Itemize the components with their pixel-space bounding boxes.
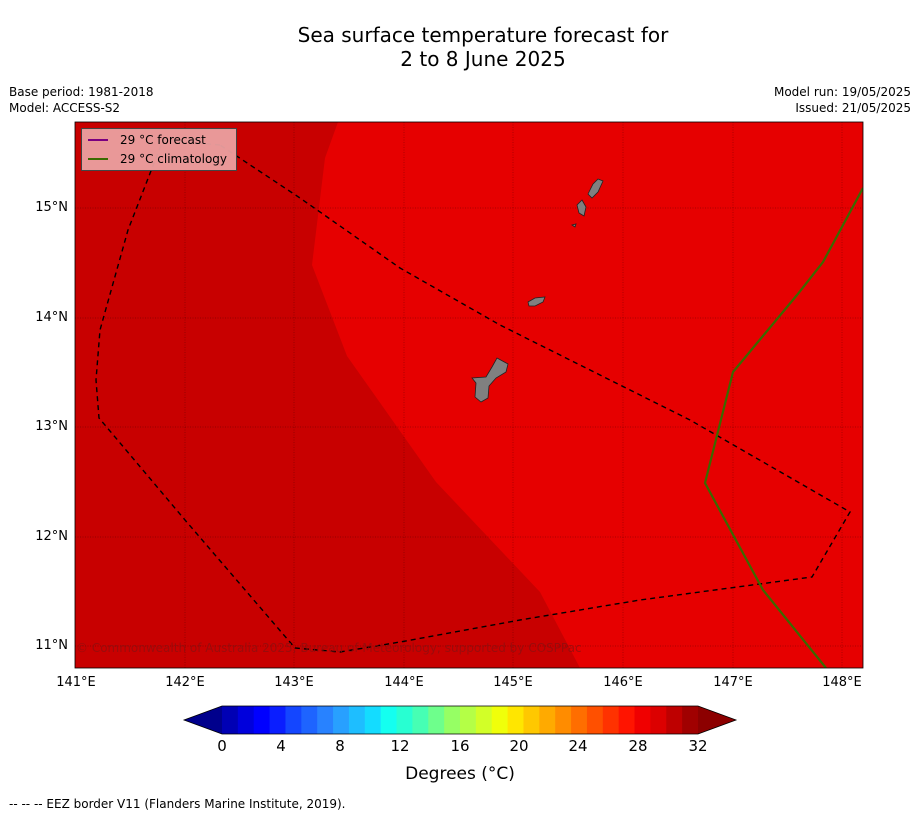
colorbar-segment <box>237 706 255 734</box>
lat-label-15n: 15°N <box>35 200 68 215</box>
colorbar-segment <box>348 706 366 734</box>
lon-label-143e: 143°E <box>274 675 314 690</box>
climatology-29c-line <box>703 187 863 668</box>
chart-title-line2: 2 to 8 June 2025 <box>400 47 566 71</box>
colorbar-segment <box>586 706 604 734</box>
colorbar <box>182 705 738 735</box>
lat-label-11n: 11°N <box>35 638 68 653</box>
colorbar-segment <box>412 706 429 734</box>
colorbar-segment <box>555 706 572 734</box>
colorbar-label: Degrees (°C) <box>405 764 515 784</box>
colorbar-tick-24: 24 <box>568 737 588 755</box>
copyright-text: © Commonwealth of Australia 2025, Bureau… <box>76 641 582 655</box>
saipan-island <box>587 178 604 199</box>
lat-label-13n: 13°N <box>35 419 68 434</box>
colorbar-segment <box>444 706 461 734</box>
aguijan-islet <box>571 223 577 228</box>
lon-label-145e: 145°E <box>493 675 533 690</box>
eez-border <box>95 139 851 653</box>
colorbar-extend-low <box>184 706 222 734</box>
colorbar-segment <box>491 706 509 734</box>
colorbar-segment <box>571 706 588 734</box>
legend-label-climatology: 29 °C climatology <box>120 152 228 166</box>
rota-island <box>527 296 546 307</box>
colorbar-segment <box>396 706 413 734</box>
lon-label-146e: 146°E <box>603 675 643 690</box>
issued-text: Issued: 21/05/2025 <box>795 101 911 115</box>
colorbar-segment <box>428 706 445 734</box>
legend-swatch-climatology <box>88 158 108 160</box>
lat-label-14n: 14°N <box>35 310 68 325</box>
colorbar-tick-0: 0 <box>217 737 227 755</box>
colorbar-tick-20: 20 <box>509 737 529 755</box>
base-period-text: Base period: 1981-2018 <box>9 85 154 99</box>
colorbar-segment <box>650 706 667 734</box>
model-run-text: Model run: 19/05/2025 <box>773 85 911 99</box>
colorbar-extend-high <box>698 706 736 734</box>
footer-note: -- -- -- EEZ border V11 (Flanders Marine… <box>9 797 346 811</box>
legend-label-forecast: 29 °C forecast <box>120 133 206 147</box>
colorbar-segment <box>364 706 382 734</box>
map-frame <box>74 121 864 669</box>
colorbar-tick-8: 8 <box>335 737 345 755</box>
colorbar-tick-28: 28 <box>628 737 648 755</box>
colorbar-tick-16: 16 <box>450 737 470 755</box>
colorbar-segment <box>618 706 636 734</box>
colorbar-segment <box>380 706 398 734</box>
graticule <box>75 122 863 668</box>
colorbar-segment <box>475 706 493 734</box>
chart-title-line1: Sea surface temperature forecast for <box>297 23 669 47</box>
lat-label-12n: 12°N <box>35 529 68 544</box>
lon-label-148e: 148°E <box>822 675 862 690</box>
colorbar-segment <box>523 706 540 734</box>
colorbar-segment <box>253 706 271 734</box>
colorbar-outline <box>182 705 738 735</box>
colorbar-segment <box>301 706 318 734</box>
lon-label-147e: 147°E <box>713 675 753 690</box>
map-legend: 29 °C forecast 29 °C climatology <box>81 128 237 171</box>
lon-label-144e: 144°E <box>384 675 424 690</box>
colorbar-segment <box>682 706 699 734</box>
colorbar-segment <box>317 706 334 734</box>
legend-item-climatology: 29 °C climatology <box>88 151 227 167</box>
legend-swatch-forecast <box>88 139 108 141</box>
colorbar-tick-32: 32 <box>688 737 708 755</box>
colorbar-segment <box>634 706 651 734</box>
colorbar-tick-12: 12 <box>390 737 410 755</box>
colorbar-segment <box>602 706 620 734</box>
colorbar-segment <box>269 706 286 734</box>
colorbar-segment <box>507 706 524 734</box>
colorbar-segment <box>333 706 350 734</box>
colorbar-tick-4: 4 <box>276 737 286 755</box>
lon-label-141e: 141°E <box>56 675 96 690</box>
colorbar-segment <box>539 706 556 734</box>
colorbar-segment <box>460 706 477 734</box>
hot-region <box>75 122 580 668</box>
colorbar-segment <box>666 706 683 734</box>
lon-label-142e: 142°E <box>165 675 205 690</box>
guam-island <box>471 357 509 403</box>
tinian-island <box>576 199 587 217</box>
legend-item-forecast: 29 °C forecast <box>88 132 206 148</box>
colorbar-segment <box>222 706 239 734</box>
model-text: Model: ACCESS-S2 <box>9 101 121 115</box>
colorbar-segment <box>285 706 302 734</box>
